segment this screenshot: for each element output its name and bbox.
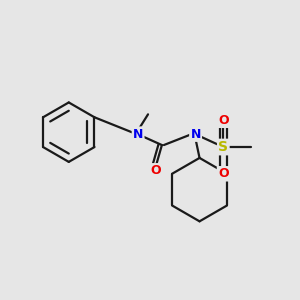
Text: O: O: [218, 114, 229, 127]
Text: O: O: [218, 167, 229, 180]
Text: N: N: [133, 128, 143, 141]
Text: S: S: [218, 140, 228, 154]
Text: N: N: [190, 128, 201, 141]
Text: O: O: [151, 164, 161, 177]
